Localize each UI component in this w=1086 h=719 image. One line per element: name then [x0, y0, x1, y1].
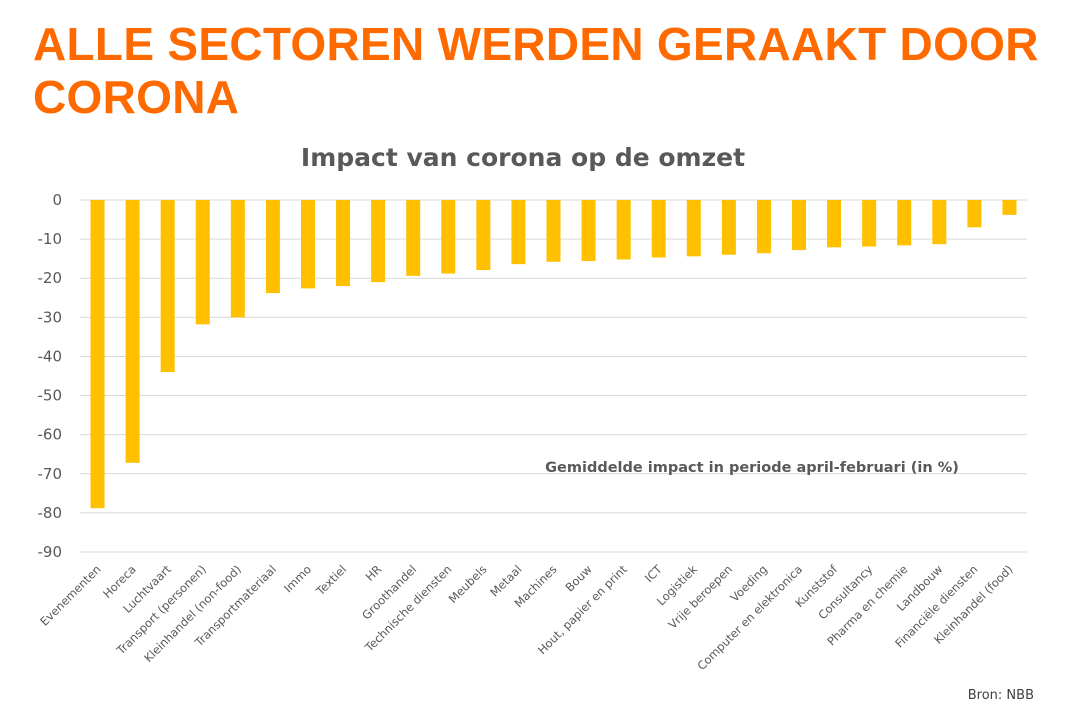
y-tick-label: 0 [52, 191, 62, 209]
bar-consultancy [862, 200, 877, 247]
x-category-label: Immo [281, 562, 314, 595]
bar-technische-diensten [441, 200, 456, 274]
bars [90, 200, 1017, 509]
bar-hout-papier-en-print [616, 200, 631, 260]
bar-voeding [756, 200, 771, 254]
chart-annotation: Gemiddelde impact in periode april-febru… [545, 460, 959, 476]
bar-transportmateriaal [265, 200, 280, 294]
x-category-label: HR [363, 562, 385, 584]
x-category-label: Textiel [313, 562, 350, 599]
y-tick-label: -50 [38, 387, 63, 405]
y-tick-label: -40 [38, 347, 63, 365]
bar-bouw [581, 200, 596, 262]
bar-luchtvaart [160, 200, 175, 373]
x-category-label: Evenementen [37, 562, 103, 628]
y-tick-label: -30 [38, 308, 63, 326]
y-tick-label: -20 [38, 269, 63, 287]
source-note: Bron: NBB [967, 688, 1034, 703]
bar-ict [651, 200, 666, 258]
y-tick-label: -60 [38, 426, 63, 444]
x-category-label: ICT [642, 562, 666, 586]
bar-horeca [125, 200, 140, 463]
bar-kleinhandel-non-food- [230, 200, 245, 318]
bar-pharma-en-chemie [897, 200, 912, 246]
bar-computer-en-elektronica [792, 200, 807, 251]
bar-immo [300, 200, 315, 289]
gridlines [80, 199, 1027, 553]
bar-transport-personen- [195, 200, 210, 325]
y-tick-label: -80 [38, 504, 63, 522]
bar-machines [546, 200, 561, 262]
y-tick-label: -10 [38, 230, 63, 248]
chart-title: Impact van corona op de omzet [301, 143, 745, 172]
bar-vrije-beroepen [721, 200, 736, 255]
bar-groothandel [406, 200, 421, 276]
bar-meubels [476, 200, 491, 271]
x-category-label: Meubels [446, 562, 490, 606]
bar-financiële-diensten [967, 200, 982, 228]
y-axis-tick-labels: 0 -10 -20 -30 -40 -50 -60 -70 -80 -90 [38, 191, 63, 561]
bar-textiel [336, 200, 351, 287]
y-tick-label: -90 [38, 543, 63, 561]
bar-metaal [511, 200, 526, 265]
bar-evenementen [90, 200, 105, 509]
y-tick-label: -70 [38, 465, 63, 483]
bar-hr [371, 200, 386, 283]
x-category-label: Bouw [562, 562, 594, 594]
slide-title: ALLE SECTOREN WERDEN GERAAKT DOOR CORONA [33, 18, 1039, 123]
bar-landbouw [932, 200, 947, 245]
bar-kunststof [827, 200, 842, 248]
bar-kleinhandel-food- [1002, 200, 1017, 215]
x-category-label: Vrije beroepen [665, 562, 735, 632]
bar-logistiek [686, 200, 701, 257]
